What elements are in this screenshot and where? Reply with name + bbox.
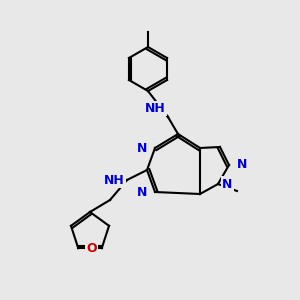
Text: N: N — [136, 185, 147, 199]
Text: N: N — [237, 158, 247, 172]
Text: O: O — [86, 242, 97, 255]
Text: NH: NH — [145, 102, 166, 115]
Text: N: N — [136, 142, 147, 154]
Text: N: N — [222, 178, 232, 190]
Text: NH: NH — [104, 173, 125, 187]
